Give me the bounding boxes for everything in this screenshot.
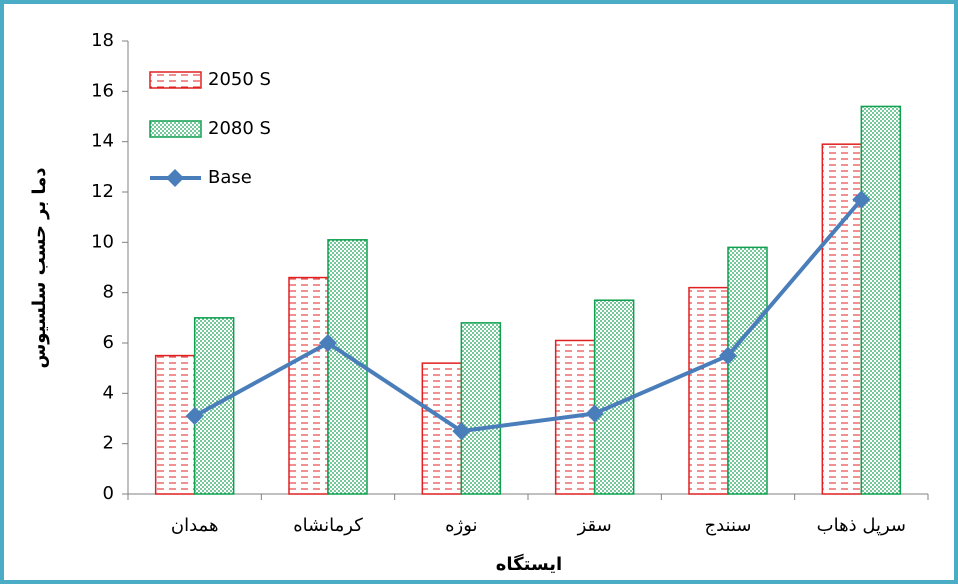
legend-swatch bbox=[149, 71, 202, 89]
x-tick-label: نوژه bbox=[445, 515, 477, 536]
y-tick-label: 4 bbox=[103, 382, 114, 403]
x-tick-label: سرپل ذهاب bbox=[817, 515, 906, 536]
y-tick-label: 6 bbox=[103, 332, 114, 353]
line bbox=[193, 198, 863, 434]
bar bbox=[327, 239, 368, 495]
x-tick-label: کرمانشاه bbox=[293, 515, 363, 536]
marker bbox=[719, 346, 737, 365]
y-tick-label: 0 bbox=[103, 483, 114, 504]
x-tick-label: سقز bbox=[577, 515, 612, 536]
y-tick-label: 14 bbox=[91, 131, 114, 152]
bar bbox=[154, 354, 196, 495]
marker bbox=[319, 334, 337, 352]
y-tick-label: 8 bbox=[103, 282, 114, 303]
marker bbox=[852, 190, 871, 209]
bar bbox=[860, 105, 902, 495]
legend-label: 2050 S bbox=[208, 69, 271, 90]
x-axis-label: ایستگاه bbox=[496, 553, 562, 575]
legend-swatch bbox=[149, 120, 202, 138]
y-tick-label: 12 bbox=[91, 181, 114, 202]
marker bbox=[185, 406, 204, 425]
bar bbox=[727, 246, 768, 495]
bar bbox=[821, 143, 863, 495]
y-tick-label: 16 bbox=[91, 80, 114, 101]
y-tick-label: 2 bbox=[103, 433, 114, 454]
legend-label: 2080 S bbox=[208, 118, 271, 139]
bar bbox=[460, 322, 502, 495]
bar bbox=[593, 299, 635, 495]
y-tick-label: 18 bbox=[91, 30, 114, 51]
x-tick-label: همدان bbox=[171, 515, 219, 536]
marker bbox=[452, 422, 471, 441]
x-tick-label: سنندج bbox=[704, 515, 751, 536]
y-axis-label: دما بر حسب سلسیوس bbox=[29, 167, 50, 368]
marker bbox=[585, 404, 604, 423]
legend-label: Base bbox=[208, 167, 252, 188]
y-tick-label: 10 bbox=[91, 231, 114, 252]
bar bbox=[688, 286, 729, 495]
bar bbox=[288, 276, 329, 495]
legend-swatch bbox=[166, 169, 184, 187]
